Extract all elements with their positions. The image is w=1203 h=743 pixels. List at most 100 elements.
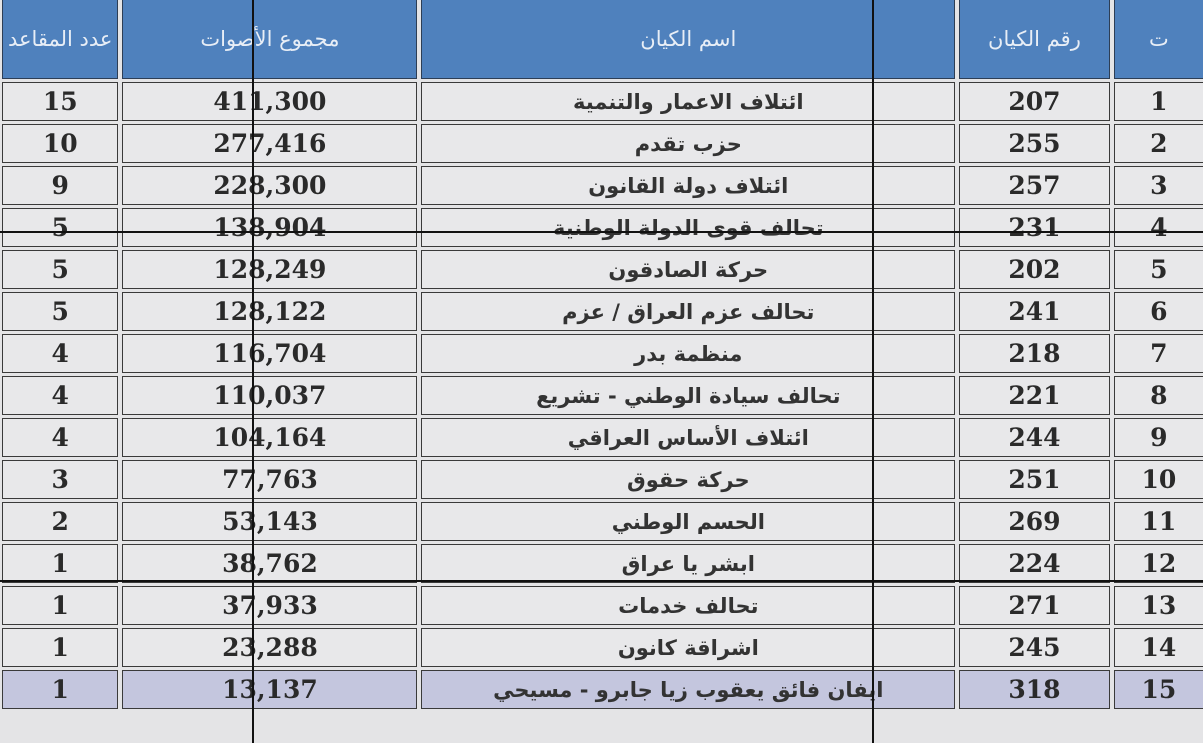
cell-total-votes: 128,122 [122,292,418,331]
cell-entity-number: 269 [959,502,1110,541]
cell-total-votes: 411,300 [122,82,418,121]
cell-seats: 3 [2,460,119,499]
cell-row-index: 15 [1113,670,1203,709]
table-row: 12 224 ابشر يا عراق 38,762 1 [2,544,1203,583]
cell-row-index: 10 [1113,460,1203,499]
table-row: 13 271 تحالف خدمات 37,933 1 [2,586,1203,625]
header-seats: عدد المقاعد [2,0,119,79]
cell-row-index: 7 [1113,334,1203,373]
table-row: 8 221 تحالف سيادة الوطني - تشريع 110,037 4 [2,376,1203,415]
table-row: 2 255 حزب تقدم 277,416 10 [2,124,1203,163]
cell-seats: 10 [2,124,119,163]
cell-row-index: 8 [1113,376,1203,415]
cell-entity-number: 231 [959,208,1110,247]
cell-entity-name: حركة الصادقون [421,250,956,289]
cell-row-index: 12 [1113,544,1203,583]
cell-entity-name: الحسم الوطني [421,502,956,541]
cell-seats: 1 [2,586,119,625]
cell-total-votes: 277,416 [122,124,418,163]
cell-entity-name: تحالف قوى الدولة الوطنية [421,208,956,247]
table-row: 15 318 ايفان فائق يعقوب زيا جابرو - مسيحي 1… [2,670,1203,709]
cell-entity-name: حركة حقوق [421,460,956,499]
cell-entity-number: 251 [959,460,1110,499]
cell-row-index: 2 [1113,124,1203,163]
cell-seats: 1 [2,544,119,583]
election-results-table: ت رقم الكيان اسم الكيان مجموع الأصوات عد… [2,0,1203,709]
cell-entity-name: تحالف عزم العراق / عزم [421,292,956,331]
cell-entity-number: 271 [959,586,1110,625]
photo-line-vertical [252,0,254,743]
cell-seats: 2 [2,502,119,541]
cell-total-votes: 13,137 [122,670,418,709]
cell-seats: 4 [2,334,119,373]
cell-total-votes: 77,763 [122,460,418,499]
cell-seats: 5 [2,250,119,289]
table-row: 1 207 ائتلاف الاعمار والتنمية 411,300 15 [2,82,1203,121]
table-row: 7 218 منظمة بدر 116,704 4 [2,334,1203,373]
cell-entity-name: ائتلاف الأساس العراقي [421,418,956,457]
table-row: 9 244 ائتلاف الأساس العراقي 104,164 4 [2,418,1203,457]
cell-entity-number: 207 [959,82,1110,121]
table-row: 5 202 حركة الصادقون 128,249 5 [2,250,1203,289]
cell-entity-number: 257 [959,166,1110,205]
cell-seats: 15 [2,82,119,121]
header-total-votes: مجموع الأصوات [122,0,418,79]
table-row: 3 257 ائتلاف دولة القانون 228,300 9 [2,166,1203,205]
photo-line-vertical [872,0,874,743]
cell-total-votes: 23,288 [122,628,418,667]
cell-seats: 4 [2,376,119,415]
cell-entity-name: ايفان فائق يعقوب زيا جابرو - مسيحي [421,670,956,709]
cell-entity-name: تحالف سيادة الوطني - تشريع [421,376,956,415]
cell-total-votes: 104,164 [122,418,418,457]
cell-row-index: 1 [1113,82,1203,121]
cell-seats: 1 [2,628,119,667]
cell-entity-name: حزب تقدم [421,124,956,163]
cell-entity-name: منظمة بدر [421,334,956,373]
cell-entity-number: 241 [959,292,1110,331]
cell-entity-name: ائتلاف الاعمار والتنمية [421,82,956,121]
cell-entity-name: ابشر يا عراق [421,544,956,583]
table-row: 10 251 حركة حقوق 77,763 3 [2,460,1203,499]
table-row: 4 231 تحالف قوى الدولة الوطنية 138,904 5 [2,208,1203,247]
header-entity-number: رقم الكيان [959,0,1110,79]
cell-entity-number: 318 [959,670,1110,709]
cell-total-votes: 53,143 [122,502,418,541]
cell-total-votes: 110,037 [122,376,418,415]
cell-total-votes: 38,762 [122,544,418,583]
cell-seats: 1 [2,670,119,709]
cell-row-index: 14 [1113,628,1203,667]
table-row: 11 269 الحسم الوطني 53,143 2 [2,502,1203,541]
cell-entity-number: 255 [959,124,1110,163]
cell-row-index: 3 [1113,166,1203,205]
cell-total-votes: 228,300 [122,166,418,205]
header-entity-name: اسم الكيان [421,0,956,79]
cell-entity-name: ائتلاف دولة القانون [421,166,956,205]
cell-entity-number: 224 [959,544,1110,583]
cell-total-votes: 138,904 [122,208,418,247]
cell-row-index: 9 [1113,418,1203,457]
header-index: ت [1113,0,1203,79]
header-row: ت رقم الكيان اسم الكيان مجموع الأصوات عد… [2,0,1203,79]
cell-entity-number: 202 [959,250,1110,289]
cell-entity-number: 218 [959,334,1110,373]
photo-line-horizontal [0,580,1203,582]
cell-seats: 5 [2,208,119,247]
cell-seats: 9 [2,166,119,205]
cell-seats: 4 [2,418,119,457]
cell-row-index: 11 [1113,502,1203,541]
cell-total-votes: 116,704 [122,334,418,373]
table-row: 6 241 تحالف عزم العراق / عزم 128,122 5 [2,292,1203,331]
cell-seats: 5 [2,292,119,331]
cell-total-votes: 128,249 [122,250,418,289]
cell-row-index: 13 [1113,586,1203,625]
cell-entity-name: تحالف خدمات [421,586,956,625]
cell-row-index: 6 [1113,292,1203,331]
cell-row-index: 5 [1113,250,1203,289]
cell-total-votes: 37,933 [122,586,418,625]
cell-entity-name: اشراقة كانون [421,628,956,667]
cell-entity-number: 245 [959,628,1110,667]
cell-row-index: 4 [1113,208,1203,247]
photo-line-horizontal [0,231,1203,233]
cell-entity-number: 221 [959,376,1110,415]
table-row: 14 245 اشراقة كانون 23,288 1 [2,628,1203,667]
